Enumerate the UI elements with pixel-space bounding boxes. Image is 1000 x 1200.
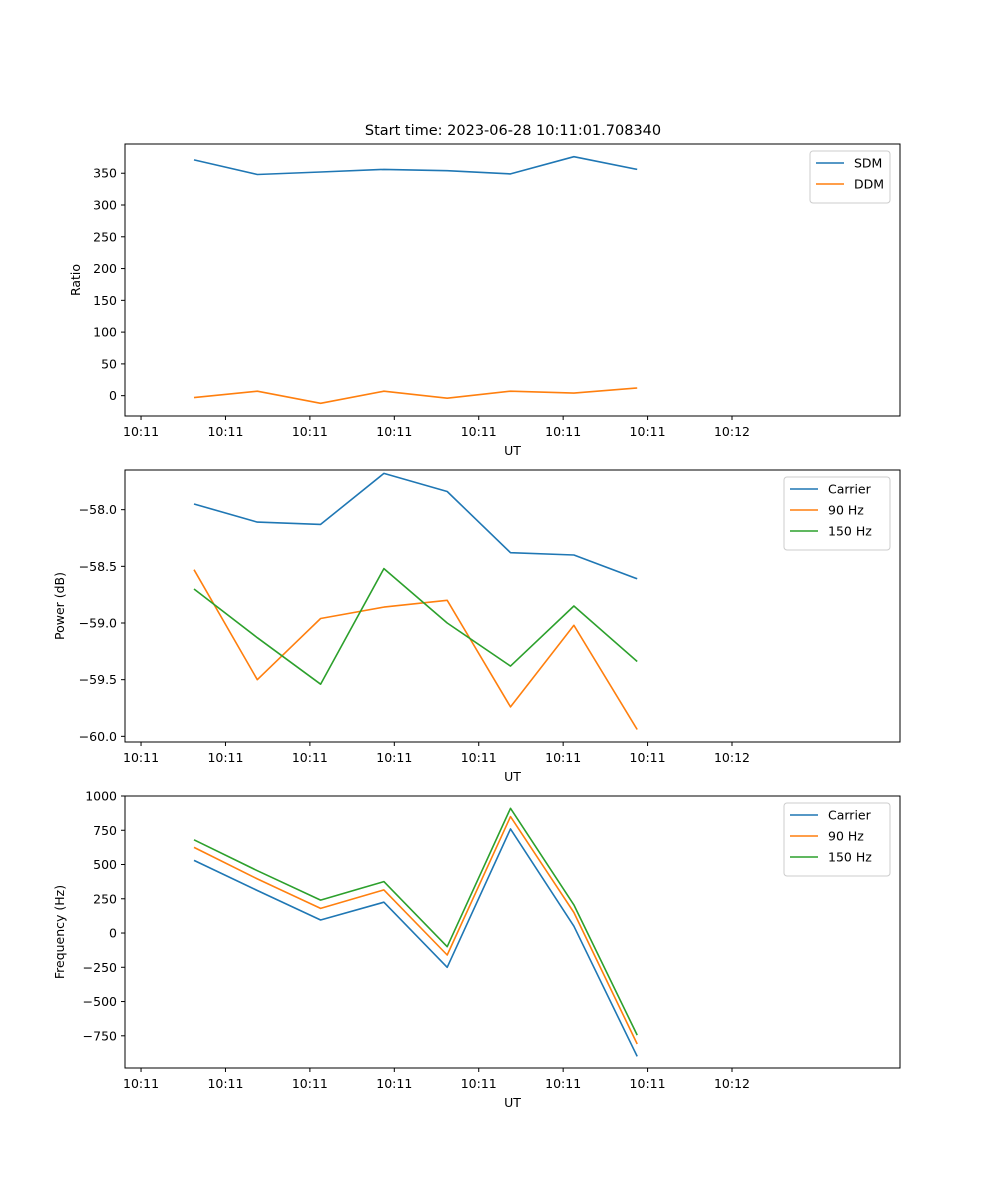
y-tick-label: 100 — [93, 325, 117, 340]
legend-label: SDM — [854, 156, 882, 171]
x-tick-label: 10:11 — [545, 1076, 581, 1091]
legend-label: 150 Hz — [828, 524, 872, 539]
series-line-sdm — [193, 155, 638, 176]
x-tick-label: 10:11 — [545, 424, 581, 439]
legend-label: DDM — [854, 177, 884, 192]
series-line-90-hz — [193, 815, 638, 1045]
x-tick-label: 10:11 — [123, 1076, 159, 1091]
y-tick-label: −59.0 — [79, 616, 117, 631]
legend: Carrier 90 Hz 150 Hz — [783, 802, 891, 877]
y-tick-label: 1000 — [85, 789, 117, 804]
y-tick-label: 750 — [93, 823, 117, 838]
x-axis-label: UT — [504, 769, 521, 784]
series-line-150-hz — [193, 567, 638, 686]
y-tick-label: −58.5 — [79, 559, 117, 574]
legend-label: Carrier — [828, 482, 872, 497]
y-tick-label: 500 — [93, 857, 117, 872]
y-tick-label: −59.5 — [79, 672, 117, 687]
legend: Carrier 90 Hz 150 Hz — [783, 476, 891, 551]
x-tick-label: 10:11 — [461, 1076, 497, 1091]
y-tick-label: 250 — [93, 229, 117, 244]
legend: SDM DDM — [809, 150, 891, 204]
y-axis-label: Frequency (Hz) — [52, 885, 67, 979]
x-tick-label: 10:11 — [376, 1076, 412, 1091]
x-tick-label: 10:11 — [376, 424, 412, 439]
x-tick-label: 10:11 — [123, 424, 159, 439]
legend-label: 90 Hz — [828, 503, 864, 518]
y-tick-label: 300 — [93, 198, 117, 213]
y-tick-label: −500 — [83, 994, 117, 1009]
ratio-plot: 10:11 10:11 10:11 10:11 10:11 10:11 10:11 10:12… — [68, 143, 901, 458]
x-tick-label: 10:11 — [630, 1076, 666, 1091]
series-line-90-hz — [193, 569, 638, 730]
legend-label: Carrier — [828, 808, 872, 823]
figure-title: Start time: 2023-06-28 10:11:01.708340 — [365, 123, 661, 139]
x-tick-label: 10:11 — [123, 750, 159, 765]
y-axis-label: Power (dB) — [52, 572, 67, 640]
x-axis-label: UT — [504, 443, 521, 458]
x-tick-label: 10:12 — [714, 424, 750, 439]
x-axis-label: UT — [504, 1095, 521, 1110]
x-tick-label: 10:12 — [714, 1076, 750, 1091]
x-tick-label: 10:11 — [630, 424, 666, 439]
legend-label: 90 Hz — [828, 829, 864, 844]
series-line-carrier — [193, 828, 638, 1057]
x-tick-label: 10:11 — [461, 424, 497, 439]
x-tick-label: 10:11 — [630, 750, 666, 765]
y-tick-label: 0 — [109, 388, 117, 403]
x-tick-label: 10:12 — [714, 750, 750, 765]
x-tick-label: 10:11 — [545, 750, 581, 765]
y-tick-label: −60.0 — [79, 729, 117, 744]
y-tick-label: 200 — [93, 261, 117, 276]
y-tick-label: −58.0 — [79, 502, 117, 517]
y-tick-label: 250 — [93, 891, 117, 906]
axes-frame — [124, 469, 901, 743]
legend-label: 150 Hz — [828, 850, 872, 865]
y-tick-label: −750 — [83, 1028, 117, 1043]
series-line-carrier — [193, 472, 638, 580]
y-tick-label: 50 — [101, 356, 117, 371]
series-line-ddm — [193, 387, 638, 405]
x-tick-label: 10:11 — [292, 750, 328, 765]
axes-frame — [124, 795, 901, 1069]
y-tick-label: 350 — [93, 166, 117, 181]
power-plot: 10:11 10:11 10:11 10:11 10:11 10:11 10:11 10:12… — [52, 469, 901, 784]
x-tick-label: 10:11 — [292, 424, 328, 439]
x-tick-label: 10:11 — [376, 750, 412, 765]
x-tick-label: 10:11 — [292, 1076, 328, 1091]
y-tick-label: −250 — [83, 960, 117, 975]
y-tick-label: 150 — [93, 293, 117, 308]
y-axis-label: Ratio — [68, 264, 83, 296]
series-line-150-hz — [193, 807, 638, 1036]
y-tick-label: 0 — [109, 926, 117, 941]
frequency-plot: 10:11 10:11 10:11 10:11 10:11 10:11 10:11 10:12… — [52, 789, 901, 1110]
axes-frame — [124, 143, 901, 417]
x-tick-label: 10:11 — [207, 1076, 243, 1091]
x-tick-label: 10:11 — [207, 750, 243, 765]
x-tick-label: 10:11 — [461, 750, 497, 765]
x-tick-label: 10:11 — [207, 424, 243, 439]
legend-box — [809, 150, 891, 204]
